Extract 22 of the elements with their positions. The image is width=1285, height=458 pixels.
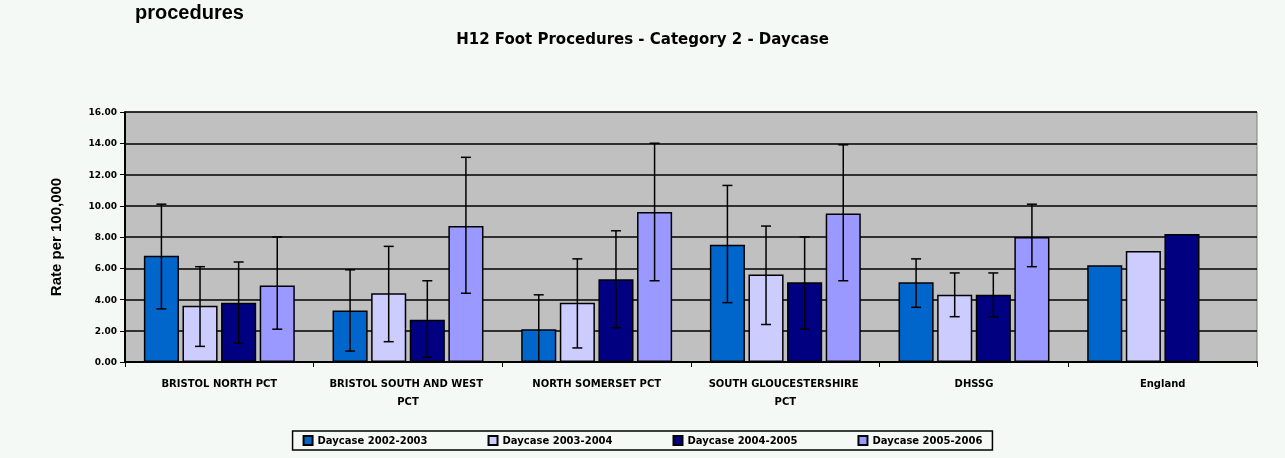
x-tick-label: NORTH SOMERSET PCT [532, 377, 662, 389]
x-tick-label: DHSSG [954, 377, 994, 389]
x-tick-label: England [1139, 377, 1186, 389]
y-tick-label: 4.00 [94, 294, 117, 305]
legend-label: Daycase 2002-2003 [317, 435, 428, 446]
y-axis-title: Rate per 100,000 [47, 177, 64, 297]
legend-label: Daycase 2003-2004 [502, 435, 613, 446]
y-tick-label: 0.00 [94, 357, 117, 367]
y-tick-label: 12.00 [88, 169, 117, 180]
x-tick-label: SOUTH GLOUCESTERSHIRE PCT [708, 377, 863, 407]
text: procedures [135, 1, 244, 23]
x-tick-label: BRISTOL NORTH PCT [161, 377, 278, 389]
y-tick-label: 14.00 [88, 138, 117, 149]
y-tick-label: 8.00 [94, 232, 117, 242]
x-tick-label: BRISTOL SOUTH AND WEST PCT [329, 377, 487, 407]
y-tick-label: 6.00 [94, 263, 117, 274]
legend-label: Daycase 2005-2006 [872, 435, 983, 446]
y-tick-label: 2.00 [94, 325, 117, 336]
y-tick-label: 10.00 [88, 200, 117, 211]
y-tick-label: 16.00 [88, 107, 117, 117]
legend-label: Daycase 2004-2005 [687, 435, 798, 446]
chart-title: H12 Foot Procedures - Category 2 - Daycase [456, 29, 829, 48]
